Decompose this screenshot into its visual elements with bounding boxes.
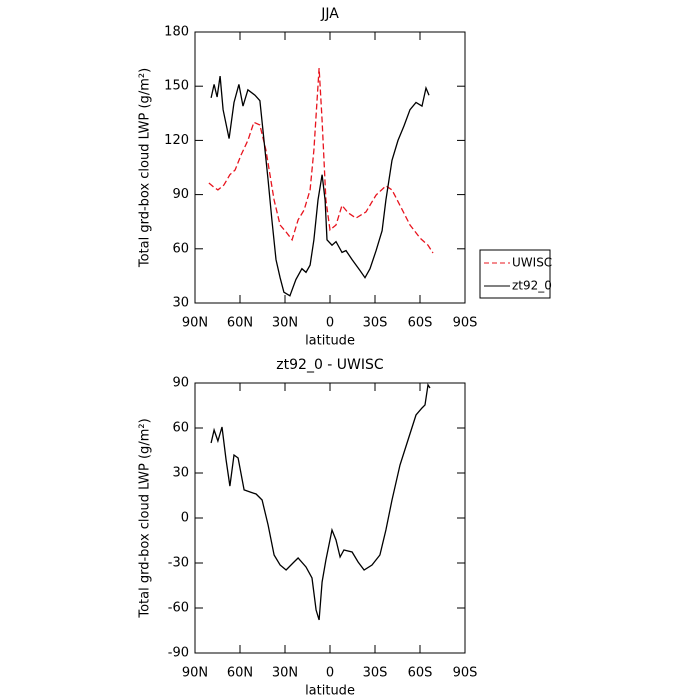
x-axis-label: latitude (305, 334, 355, 349)
x-axis-label: latitude (305, 684, 355, 699)
y-tick-label: -60 (168, 601, 189, 616)
x-tick-label: 60N (227, 316, 253, 331)
y-tick-label: 150 (164, 79, 189, 94)
plot: JJA latitude Total grd-box cloud LWP (g/m²… (138, 6, 553, 349)
x-tick-label: 60S (408, 316, 433, 331)
y-tick-label: 30 (172, 466, 189, 481)
y-tick-label: -90 (168, 646, 189, 661)
legend: UWISC zt92_0 (479, 249, 552, 299)
x-tick-label: 0 (326, 666, 334, 681)
x-tick-label: 90N (182, 666, 208, 681)
data-line (210, 383, 431, 621)
x-tick-label: 30N (272, 316, 298, 331)
plot: zt92_0 - UWISC latitude Total grd-box clou… (138, 357, 478, 699)
chart-title: JJA (320, 6, 339, 22)
y-tick-label: 60 (172, 421, 189, 436)
chart-title: zt92_0 - UWISC (276, 357, 384, 373)
y-tick-label: 0 (181, 511, 189, 526)
x-tick-label: 90N (182, 316, 208, 331)
x-tick-label: 30N (272, 666, 298, 681)
x-tick-label: 60N (227, 666, 253, 681)
data-line (210, 76, 430, 297)
y-tick-label: 120 (164, 133, 189, 148)
y-tick-label: 180 (164, 25, 189, 40)
y-tick-label: -30 (168, 556, 189, 571)
x-tick-label: 30S (363, 666, 388, 681)
legend-box (479, 249, 551, 299)
x-tick-label: 90S (453, 316, 478, 331)
y-tick-label: 60 (172, 241, 189, 256)
plot-frame (194, 382, 466, 654)
data-line (208, 68, 434, 254)
y-tick-label: 30 (172, 296, 189, 311)
y-tick-label: 90 (172, 376, 189, 391)
x-tick-label: 30S (363, 316, 388, 331)
x-tick-label: 0 (326, 316, 334, 331)
legend-label: zt92_0 (512, 279, 552, 293)
y-tick-label: 90 (172, 187, 189, 202)
y-axis-label: Total grd-box cloud LWP (g/m²) (138, 68, 153, 268)
x-tick-label: 90S (453, 666, 478, 681)
legend-label: UWISC (512, 256, 552, 270)
y-axis-label: Total grd-box cloud LWP (g/m²) (138, 418, 153, 618)
x-tick-label: 60S (408, 666, 433, 681)
